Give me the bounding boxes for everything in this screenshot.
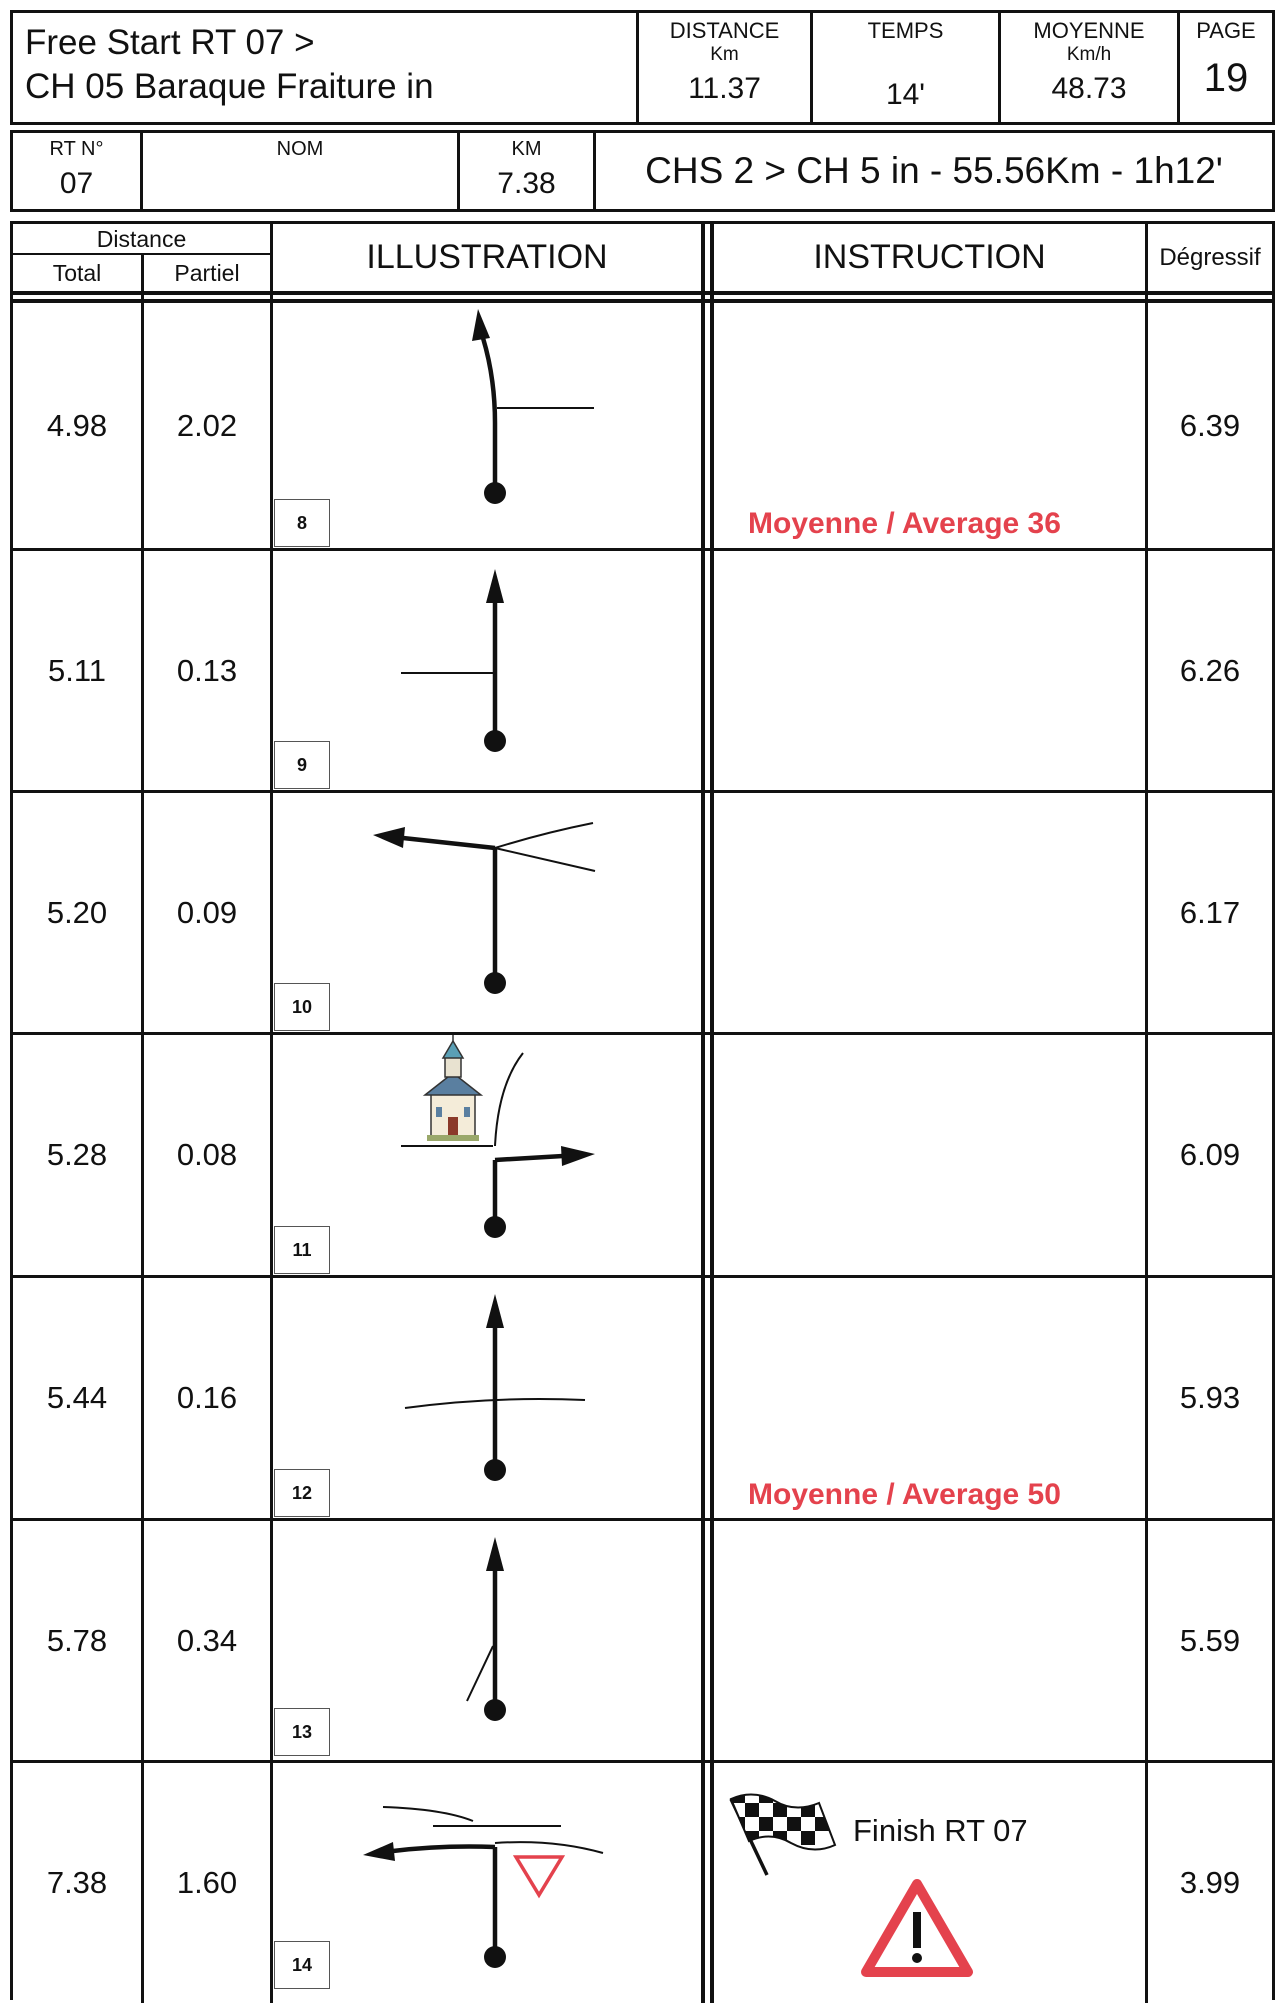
moyenne-label: MOYENNE xyxy=(1033,18,1145,43)
crossroads-straight-diagram xyxy=(404,1294,586,1481)
row-total: 5.28 xyxy=(46,1137,108,1172)
row-degressif: 5.59 xyxy=(1179,1622,1241,1658)
rt-number-label: RT N° xyxy=(49,138,104,160)
moyenne-value: 48.73 xyxy=(1051,72,1127,105)
row-partiel: 2.02 xyxy=(176,407,238,443)
step-number: 9 xyxy=(274,741,330,789)
route-summary: CHS 2 > CH 5 in - 55.56Km - 1h12' xyxy=(645,150,1223,191)
km-label: KM xyxy=(511,138,542,160)
straight-with-left-diagonal-diagram xyxy=(466,1537,506,1721)
straight-then-right-turn-diagram xyxy=(472,309,594,504)
moyenne-unit: Km/h xyxy=(1066,44,1112,65)
temps-label: TEMPS xyxy=(867,18,944,43)
nom-label: NOM xyxy=(276,138,324,160)
route-info-bar: RT N° 07 NOM KM 7.38 CHS 2 > CH 5 in - 5… xyxy=(10,130,1275,212)
row-partiel: 1.60 xyxy=(176,1865,238,1900)
rt-number-cell: RT N° 07 xyxy=(13,133,140,209)
moyenne-stat: MOYENNE Km/h 48.73 xyxy=(1001,13,1177,122)
step-number: 10 xyxy=(274,983,330,1031)
rt-number-value: 07 xyxy=(59,167,94,200)
step-number: 13 xyxy=(274,1708,330,1756)
step-number: 11 xyxy=(274,1226,330,1274)
nom-cell: NOM xyxy=(143,133,457,209)
row-degressif: 6.26 xyxy=(1179,652,1241,688)
church-icon xyxy=(422,1035,484,1141)
row-partiel: 0.13 xyxy=(176,652,238,688)
km-value: 7.38 xyxy=(497,167,556,200)
stage-title-line1: Free Start RT 07 > xyxy=(25,23,315,62)
page-number: 19 xyxy=(1203,56,1249,100)
page-stat: PAGE 19 xyxy=(1180,13,1272,122)
row-partiel: 0.34 xyxy=(176,1622,238,1658)
step-number: 12 xyxy=(274,1469,330,1517)
warning-triangle-icon xyxy=(861,1879,973,1977)
temps-stat: TEMPS 14' xyxy=(813,13,998,122)
row-degressif: 6.17 xyxy=(1179,894,1241,930)
distance-unit: Km xyxy=(710,44,739,65)
instruction-header: INSTRUCTION xyxy=(813,238,1046,276)
step-number: 14 xyxy=(274,1941,330,1989)
church-and-right-turn-diagram xyxy=(401,1035,595,1238)
illustration-header: ILLUSTRATION xyxy=(366,238,608,276)
page-label: PAGE xyxy=(1196,18,1256,43)
roadbook-table: Distance Total Partiel ILLUSTRATION INST… xyxy=(10,221,1275,2003)
distance-label: DISTANCE xyxy=(669,18,780,43)
average-speed-note: Moyenne / Average 50 xyxy=(748,1478,1061,1511)
straight-with-left-branch-diagram xyxy=(401,569,506,752)
roadbook-header: Free Start RT 07 > CH 05 Baraque Fraitur… xyxy=(10,10,1275,125)
row-total: 7.38 xyxy=(46,1865,108,1900)
row-total: 5.44 xyxy=(46,1380,108,1415)
row-degressif: 5.93 xyxy=(1179,1380,1241,1415)
left-turn-yield-diagram xyxy=(363,1806,604,1968)
row-partiel: 0.08 xyxy=(176,1137,238,1172)
finish-label: Finish RT 07 xyxy=(853,1813,1028,1848)
row-total: 4.98 xyxy=(46,407,108,443)
stage-title-line2: CH 05 Baraque Fraiture in xyxy=(25,67,434,106)
temps-value: 14' xyxy=(885,78,926,111)
average-speed-note: Moyenne / Average 36 xyxy=(748,507,1061,540)
stage-title: Free Start RT 07 > CH 05 Baraque Fraitur… xyxy=(25,21,434,109)
row-partiel: 0.09 xyxy=(176,894,238,930)
row-total: 5.11 xyxy=(47,652,107,688)
left-turn-at-junction-diagram xyxy=(373,822,596,994)
row-total: 5.78 xyxy=(46,1622,108,1658)
row-degressif: 3.99 xyxy=(1179,1865,1241,1900)
partiel-header: Partiel xyxy=(174,259,240,286)
row-total: 5.20 xyxy=(46,894,108,930)
degressif-header: Dégressif xyxy=(1159,243,1261,271)
km-cell: KM 7.38 xyxy=(460,133,593,209)
distance-stat: DISTANCE Km 11.37 xyxy=(639,13,810,122)
yield-sign-icon xyxy=(512,1855,566,1899)
distance-value: 11.37 xyxy=(688,72,761,105)
row-degressif: 6.09 xyxy=(1179,1137,1241,1172)
distance-header: Distance xyxy=(96,225,187,252)
step-number: 8 xyxy=(274,499,330,547)
checkered-flag-icon xyxy=(729,1793,837,1876)
row-partiel: 0.16 xyxy=(176,1380,238,1415)
total-header: Total xyxy=(52,259,102,286)
row-degressif: 6.39 xyxy=(1179,407,1241,443)
